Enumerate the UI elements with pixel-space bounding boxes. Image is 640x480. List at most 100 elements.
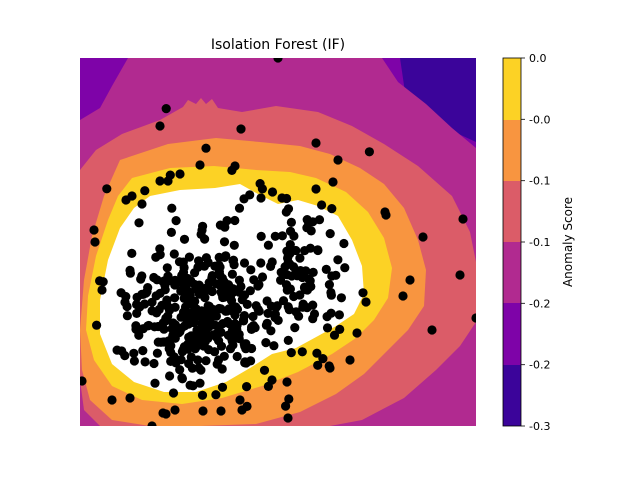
scatter-point <box>317 200 327 210</box>
scatter-point <box>331 270 341 280</box>
scatter-point <box>278 296 289 306</box>
scatter-point <box>266 326 276 336</box>
scatter-point <box>165 371 175 381</box>
scatter-point <box>290 323 300 333</box>
scatter-point <box>234 275 244 285</box>
scatter-point <box>216 341 227 351</box>
scatter-point <box>179 293 189 303</box>
scatter-point <box>213 355 224 365</box>
colorbar-level-3 <box>503 242 521 303</box>
scatter-point <box>283 413 293 423</box>
scatter-point <box>166 356 176 366</box>
scatter-point <box>238 315 249 325</box>
scatter-point <box>322 323 333 333</box>
scatter-point <box>132 308 142 318</box>
scatter-point <box>190 296 200 306</box>
scatter-point <box>170 293 180 303</box>
scatter-point <box>405 275 415 285</box>
scatter-point <box>266 261 276 271</box>
scatter-point <box>302 223 312 233</box>
scatter-point <box>254 279 264 289</box>
colorbar-tick-label: -0.2 <box>529 359 550 372</box>
scatter-point <box>155 244 165 254</box>
scatter-point <box>193 355 203 365</box>
scatter-point <box>201 143 211 153</box>
colorbar-ticks <box>521 57 525 427</box>
scatter-point <box>277 231 287 241</box>
colorbar-level-5 <box>503 365 521 426</box>
scatter-point <box>164 303 174 313</box>
scatter-point <box>210 347 220 357</box>
scatter-point <box>170 405 180 415</box>
colorbar-tick-label: -0.1 <box>529 236 550 249</box>
scatter-point <box>137 199 147 209</box>
scatter-point <box>92 320 102 330</box>
scatter-point <box>295 253 305 263</box>
scatter-point <box>458 214 468 224</box>
scatter-point <box>263 308 273 318</box>
scatter-point <box>161 104 171 114</box>
scatter-point <box>147 297 157 307</box>
scatter-point <box>220 222 230 232</box>
scatter-point <box>232 351 242 362</box>
scatter-point <box>228 256 238 266</box>
scatter-point <box>170 280 180 290</box>
scatter-point <box>140 186 150 196</box>
scatter-point <box>155 176 165 186</box>
contour-band-dark-corner <box>400 58 476 142</box>
scatter-point <box>269 341 279 351</box>
scatter-point <box>239 258 250 268</box>
scatter-point <box>152 275 162 285</box>
scatter-point <box>248 311 258 322</box>
scatter-point <box>193 341 203 351</box>
scatter-point <box>194 289 204 299</box>
scatter-point <box>267 187 278 197</box>
scatter-point <box>102 184 112 194</box>
colorbar-level-0 <box>503 58 521 120</box>
scatter-point <box>122 301 132 312</box>
scatter-point <box>197 390 208 400</box>
scatter-point <box>170 333 180 343</box>
scatter-point <box>185 380 195 390</box>
scatter-point <box>336 293 346 303</box>
scatter-point <box>235 395 245 405</box>
scatter-point <box>311 184 321 194</box>
scatter-point <box>324 280 334 290</box>
scatter-point <box>242 382 252 392</box>
scatter-point <box>237 405 247 415</box>
colorbar-tick-label: -0.3 <box>529 420 550 433</box>
scatter-point <box>427 325 437 335</box>
scatter-point <box>140 299 150 309</box>
scatter-point <box>125 265 135 275</box>
scatter-point <box>219 286 229 296</box>
scatter-point <box>364 147 374 157</box>
scatter-point <box>217 364 227 374</box>
scatter-point <box>257 272 268 282</box>
scatter-point <box>262 318 272 328</box>
scatter-point <box>195 378 205 388</box>
scatter-point <box>291 245 301 256</box>
scatter-point <box>177 373 187 383</box>
scatter-point <box>208 330 218 340</box>
scatter-point <box>197 322 208 333</box>
scatter-point <box>271 302 281 312</box>
scatter-point <box>334 310 344 320</box>
scatter-point <box>308 267 318 277</box>
scatter-point <box>312 348 322 358</box>
scatter-point <box>138 324 148 334</box>
scatter-point <box>298 299 308 309</box>
scatter-point <box>163 176 173 186</box>
scatter-point <box>160 276 170 286</box>
colorbar-tick-label: -0.2 <box>529 297 550 310</box>
scatter-point <box>230 161 240 171</box>
scatter-point <box>147 421 157 426</box>
scatter-point <box>171 216 181 226</box>
scatter-point <box>455 270 465 280</box>
scatter-point <box>90 237 100 247</box>
scatter-point <box>318 354 328 364</box>
scatter-point <box>209 305 219 315</box>
scatter-point <box>361 297 371 307</box>
scatter-point <box>215 262 225 272</box>
scatter-point <box>308 314 318 324</box>
scatter-point <box>229 240 239 250</box>
